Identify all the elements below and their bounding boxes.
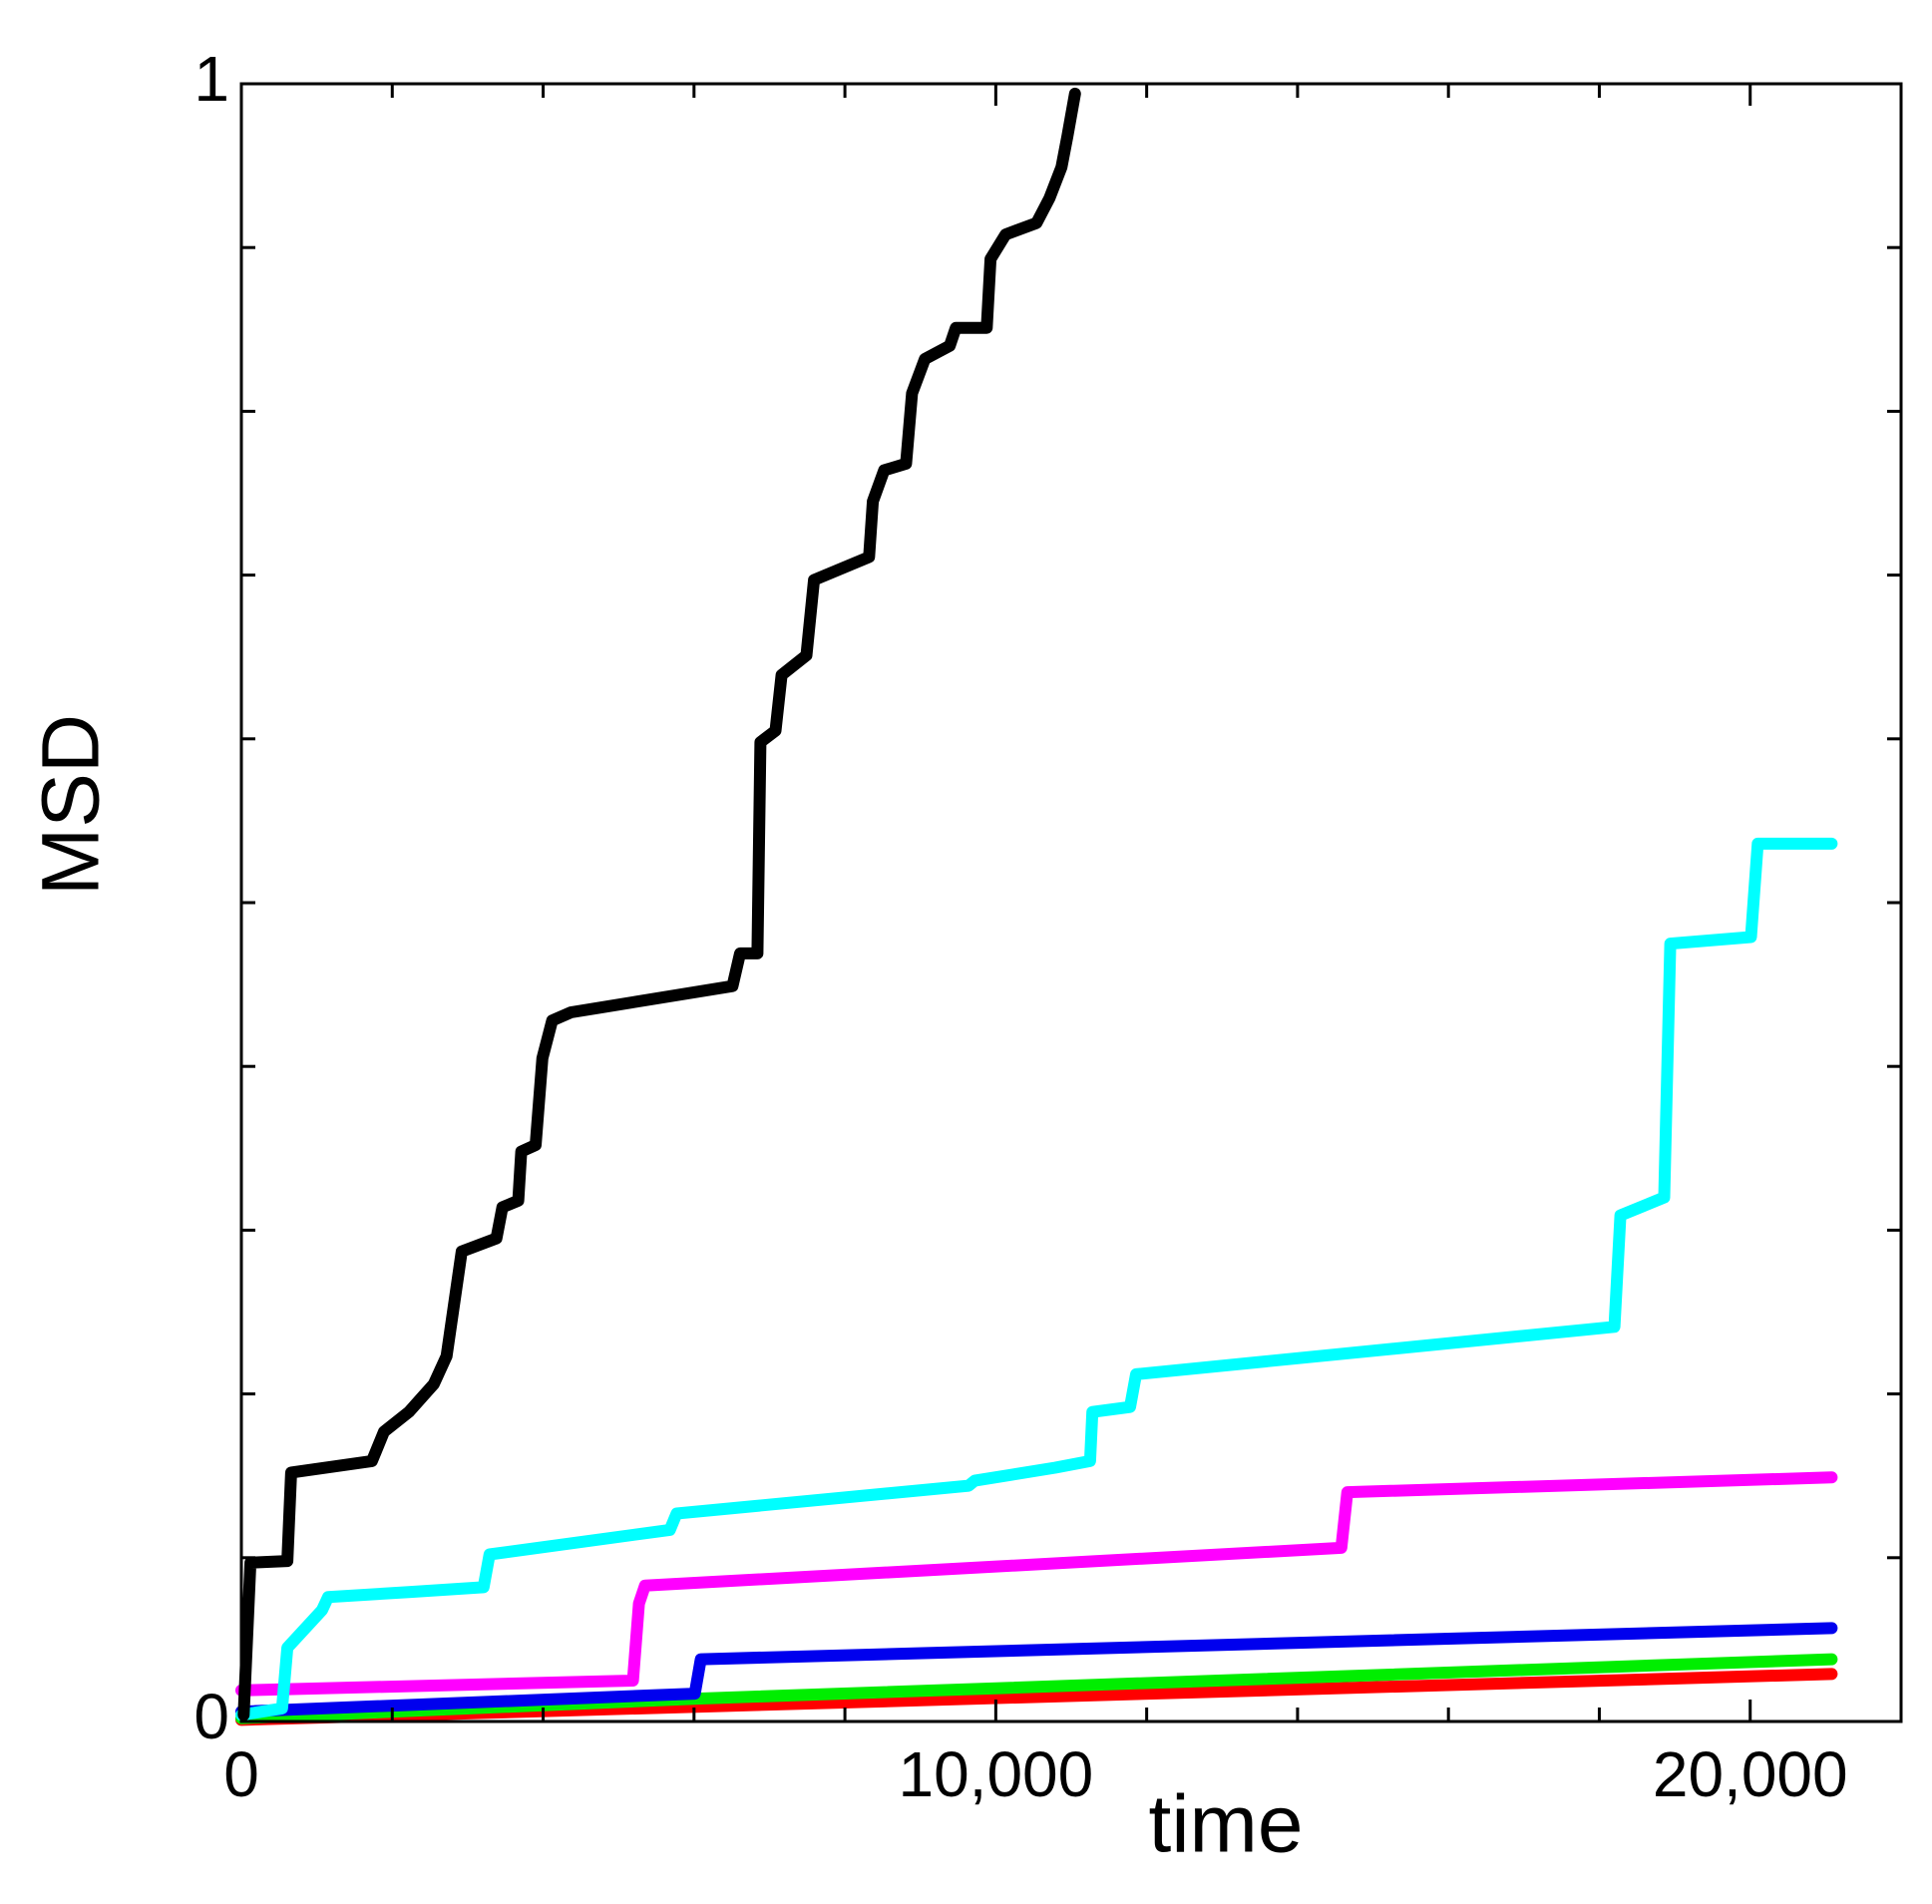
y-tick-label: 0	[193, 1681, 229, 1752]
y-tick-label: 1	[193, 43, 229, 115]
y-axis-label: MSD	[26, 714, 117, 896]
series-line	[235, 837, 1838, 1721]
x-tick-label: 20,000	[1653, 1738, 1848, 1810]
x-tick-label: 0	[223, 1738, 259, 1810]
series-line	[235, 1622, 1838, 1718]
x-axis-label: time	[1149, 1779, 1304, 1870]
series-line	[235, 1471, 1838, 1697]
series-line	[237, 87, 1081, 1721]
plot-frame	[239, 82, 1903, 1723]
x-tick-label: 10,000	[898, 1738, 1093, 1810]
series-line	[235, 1653, 1838, 1724]
